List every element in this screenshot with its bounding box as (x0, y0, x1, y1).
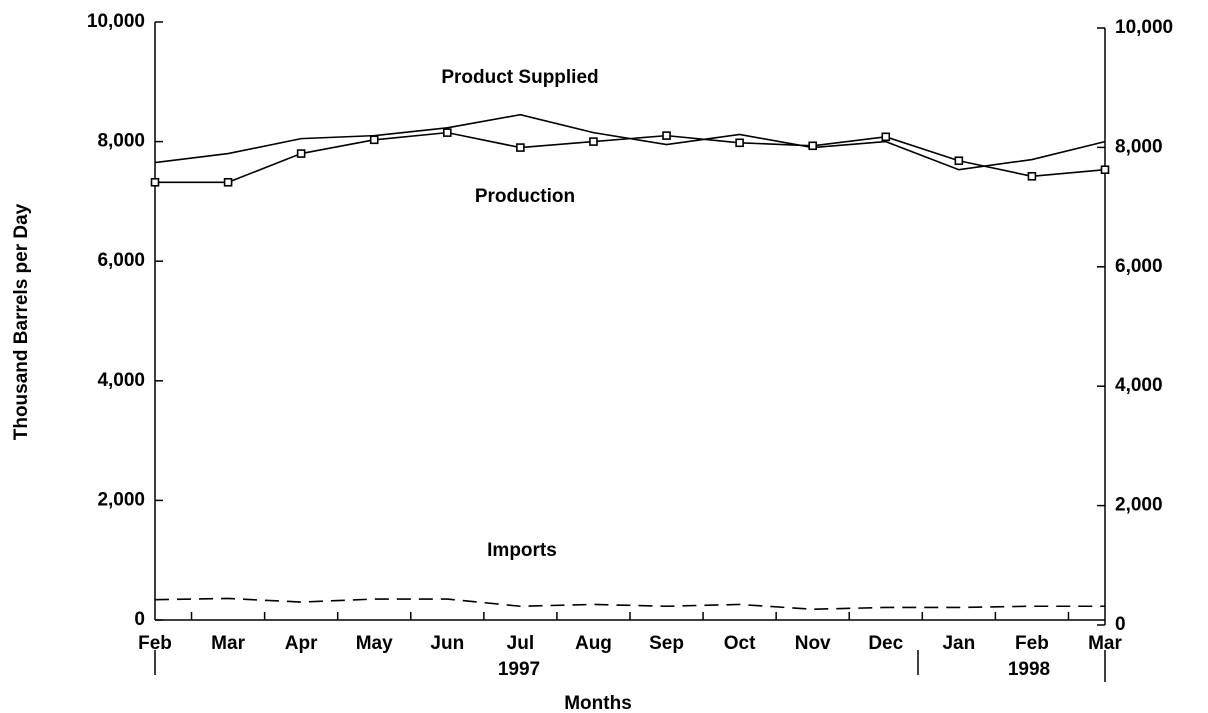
series-marker (150, 177, 160, 187)
series-marker (954, 156, 964, 166)
series-annotation: Production (475, 186, 575, 207)
series-marker (516, 143, 525, 152)
series-marker (369, 135, 379, 145)
x-tick-label: May (356, 633, 393, 654)
y-tick-label: 6,000 (1115, 256, 1163, 277)
x-axis-label: Months (564, 693, 632, 713)
x-tick-label: Oct (724, 633, 756, 654)
y-tick-label: 2,000 (1115, 495, 1163, 516)
y-tick-label: 10,000 (1115, 17, 1173, 38)
series-line (155, 131, 1106, 184)
y-axis-label: Thousand Barrels per Day (11, 203, 32, 440)
y-tick-label: 4,000 (1115, 375, 1163, 396)
x-tick-label: Mar (211, 633, 245, 654)
y-tick-label: 10,000 (87, 11, 145, 32)
series-marker (881, 132, 891, 142)
series-annotation: Imports (487, 540, 557, 561)
series-marker (1100, 165, 1110, 175)
x-tick-label: Jan (942, 633, 975, 654)
series-line (154, 597, 1105, 611)
y-tick-label: 2,000 (97, 489, 145, 510)
year-label: 1998 (1008, 659, 1050, 680)
series-marker (735, 138, 744, 148)
x-tick-label: Dec (868, 633, 903, 654)
x-tick-label: Jul (507, 633, 534, 654)
series-marker (808, 141, 817, 151)
x-tick-label: Feb (1015, 633, 1049, 654)
series-marker (589, 137, 598, 146)
x-tick-label: Sep (649, 633, 684, 654)
series-marker (223, 177, 233, 187)
y-tick-label: 0 (1115, 614, 1126, 635)
y-tick-label: 4,000 (97, 370, 145, 391)
x-tick-label: Jun (430, 633, 464, 654)
series-marker (662, 131, 671, 140)
x-tick-label: Apr (285, 633, 318, 654)
y-tick-label: 6,000 (97, 250, 145, 271)
y-tick-label: 0 (134, 609, 145, 630)
y-tick-label: 8,000 (97, 131, 145, 152)
series-marker (296, 149, 306, 158)
y-tick-label: 8,000 (1115, 136, 1163, 157)
x-tick-label: Nov (795, 633, 831, 654)
series-marker (1027, 171, 1037, 181)
x-tick-label: Mar (1088, 633, 1122, 654)
x-tick-label: Feb (138, 633, 172, 654)
series-annotation: Product Supplied (441, 67, 598, 88)
year-label: 1997 (498, 659, 540, 680)
series-marker (443, 128, 452, 137)
x-tick-label: Aug (575, 633, 612, 654)
